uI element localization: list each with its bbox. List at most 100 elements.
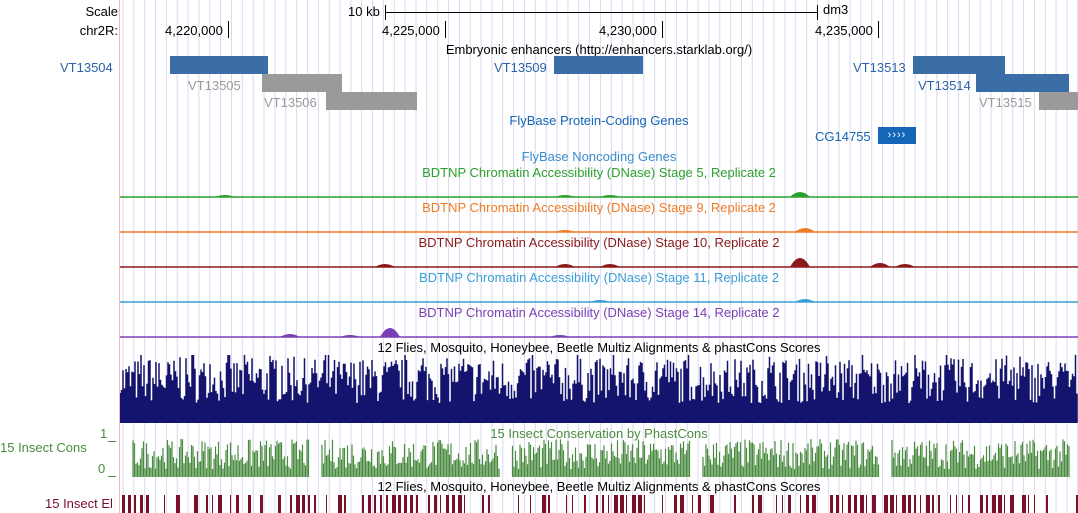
left-margin-divider <box>119 0 120 513</box>
enhancer-vt13506[interactable] <box>326 92 417 110</box>
enhancer-vt13514[interactable] <box>976 74 1069 92</box>
enhancer-vt13513[interactable] <box>913 56 1005 74</box>
insect-el-track-title[interactable]: 12 Flies, Mosquito, Honeybee, Beetle Mul… <box>377 479 821 494</box>
insect-el-block <box>368 495 371 513</box>
insect-el-block <box>842 495 843 513</box>
position-tick <box>662 21 663 38</box>
insect-el-block <box>338 495 342 513</box>
insect-el-block <box>488 495 490 513</box>
insect-el-block <box>584 495 586 513</box>
dnase-stage11-title[interactable]: BDTNP Chromatin Accessibility (DNase) St… <box>418 270 780 285</box>
insect-el-block <box>434 495 437 513</box>
insect-el-block <box>542 495 546 513</box>
insect-el-block <box>140 495 143 513</box>
insect-el-block <box>1022 495 1026 513</box>
insect-el-block <box>932 495 934 513</box>
gene-cg14755[interactable]: ›››› <box>878 127 916 144</box>
insect-el-block <box>572 495 573 513</box>
dnase-peak <box>550 335 570 337</box>
flybase-coding-track-title[interactable]: FlyBase Protein-Coding Genes <box>509 113 689 128</box>
dnase-peak <box>590 300 610 302</box>
enhancer-vt13505[interactable] <box>262 74 342 92</box>
dnase-stage9-title[interactable]: BDTNP Chromatin Accessibility (DNase) St… <box>422 200 776 215</box>
insect-el-block <box>314 495 316 513</box>
enhancer-label-vt13513[interactable]: VT13513 <box>853 60 906 75</box>
enhancer-vt13504[interactable] <box>170 56 268 74</box>
insect-el-block <box>776 495 777 513</box>
flybase-noncoding-track-title[interactable]: FlyBase Noncoding Genes <box>521 149 677 164</box>
insect-el-block <box>806 495 809 513</box>
insect-el-block <box>326 495 327 513</box>
enhancer-vt13515[interactable] <box>1039 92 1078 110</box>
insect-el-block <box>914 495 916 513</box>
insect-el-block <box>632 495 636 513</box>
insect-el-block <box>128 495 131 513</box>
scale-bar <box>385 12 818 13</box>
enhancers-track-title[interactable]: Embryonic enhancers (http://enhancers.st… <box>445 42 753 57</box>
insect-el-block <box>734 495 736 513</box>
insect-el-block <box>800 495 801 513</box>
insect-el-block <box>416 495 418 513</box>
insect-el-block <box>902 495 906 513</box>
insect-el-block <box>950 495 951 513</box>
insect-cons-side-label[interactable]: 15 Insect Cons <box>0 440 87 455</box>
enhancer-label-vt13514[interactable]: VT13514 <box>918 78 971 93</box>
insect-el-block <box>248 495 251 513</box>
insect-el-block <box>236 495 239 513</box>
insect-el-block <box>836 495 839 513</box>
insect-cons-track-title[interactable]: 15 Insect Conservation by PhastCons <box>490 426 708 441</box>
chrom-label: chr2R: <box>79 23 118 38</box>
insect-el-block <box>296 495 300 513</box>
insect-el-block <box>992 495 996 513</box>
insect-el-block <box>362 495 364 513</box>
insect-el-block <box>782 495 783 513</box>
insect-cons-ymax-tick <box>108 441 116 442</box>
insect-el-block <box>176 495 180 513</box>
insect-el-block <box>164 495 165 513</box>
insect-el-block <box>620 495 624 513</box>
enhancer-label-vt13505[interactable]: VT13505 <box>188 78 241 93</box>
scale-bar-label: 10 kb <box>348 4 380 19</box>
insect-el-block <box>752 495 754 513</box>
insect-el-block <box>194 495 198 513</box>
insect-el-block <box>926 495 930 513</box>
insect-el-block <box>398 495 401 513</box>
enhancer-label-vt13509[interactable]: VT13509 <box>494 60 547 75</box>
insect-el-block <box>758 495 762 513</box>
dnase-stage10-title[interactable]: BDTNP Chromatin Accessibility (DNase) St… <box>418 235 780 250</box>
gene-label-cg14755[interactable]: CG14755 <box>815 129 871 144</box>
insect-el-block <box>410 495 413 513</box>
dnase-stage14-title[interactable]: BDTNP Chromatin Accessibility (DNase) St… <box>418 305 780 320</box>
dnase-peak <box>790 192 810 197</box>
insect-el-block <box>290 495 292 513</box>
insect-el-block <box>644 495 645 513</box>
position-tick-label: 4,230,000 <box>599 23 657 38</box>
insect-el-block <box>518 495 519 513</box>
insect-el-block <box>596 495 598 513</box>
insect-el-block <box>662 495 663 513</box>
multiz-track-title[interactable]: 12 Flies, Mosquito, Honeybee, Beetle Mul… <box>377 340 821 355</box>
dnase-peak <box>215 195 235 197</box>
insect-el-block <box>1034 495 1035 513</box>
insect-el-block <box>218 495 222 513</box>
insect-el-block <box>890 495 894 513</box>
insect-el-block <box>440 495 441 513</box>
dnase-peak <box>790 258 810 267</box>
insect-cons-ymin: 0 <box>98 461 106 476</box>
dnase-stage5-title[interactable]: BDTNP Chromatin Accessibility (DNase) St… <box>422 165 776 180</box>
insect-el-block <box>866 495 867 513</box>
dnase-peak <box>340 335 360 337</box>
insect-el-block <box>308 495 310 513</box>
multiz-signal <box>119 355 1078 423</box>
enhancer-label-vt13504[interactable]: VT13504 <box>60 60 113 75</box>
position-tick <box>445 21 446 38</box>
insect-el-block <box>446 495 449 513</box>
insect-el-block <box>884 495 888 513</box>
enhancer-label-vt13515[interactable]: VT13515 <box>979 95 1032 110</box>
enhancer-vt13509[interactable] <box>554 56 643 74</box>
insect-el-side-label[interactable]: 15 Insect El <box>45 496 113 511</box>
insect-el-block <box>464 495 465 513</box>
insect-el-block <box>1028 495 1029 513</box>
enhancer-label-vt13506[interactable]: VT13506 <box>264 95 317 110</box>
insect-el-block <box>380 495 382 513</box>
